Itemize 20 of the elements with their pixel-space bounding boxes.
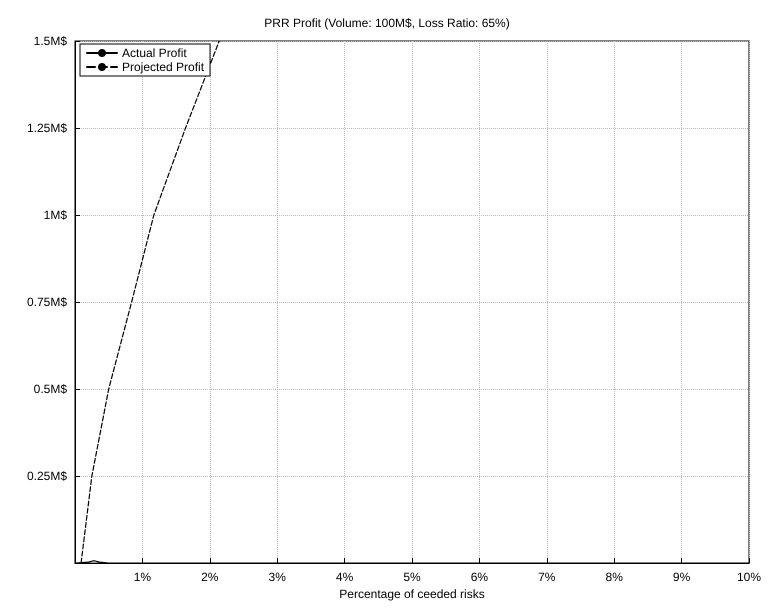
y-tick-label: 1.5M$: [34, 34, 68, 48]
x-tick-label: 3%: [268, 570, 286, 584]
x-axis-title: Percentage of ceeded risks: [339, 587, 485, 601]
y-tick-label: 0.75M$: [26, 295, 68, 310]
y-tick-label: 0.25M$: [26, 469, 68, 484]
legend-label: Projected Profit: [122, 60, 205, 74]
y-tick-label: 0.5M$: [34, 382, 68, 396]
y-tick-label: 1.25M$: [26, 121, 68, 136]
x-tick-label: 6%: [470, 570, 488, 584]
y-tick-label: 1M$: [44, 208, 68, 222]
x-tick-label: 8%: [606, 570, 624, 584]
x-tick-label: 1%: [134, 570, 152, 584]
x-tick-label: 9%: [672, 570, 691, 584]
x-tick-label: 7%: [538, 570, 556, 584]
x-tick-label: 5%: [403, 570, 421, 584]
x-tick-label: 2%: [201, 570, 219, 584]
x-tick-label: 10%: [736, 570, 762, 584]
x-tick-label: 4%: [336, 570, 354, 584]
chart-title: PRR Profit (Volume: 100M$, Loss Ratio: 65%): [264, 16, 510, 30]
legend-label: Actual Profit: [122, 46, 188, 60]
